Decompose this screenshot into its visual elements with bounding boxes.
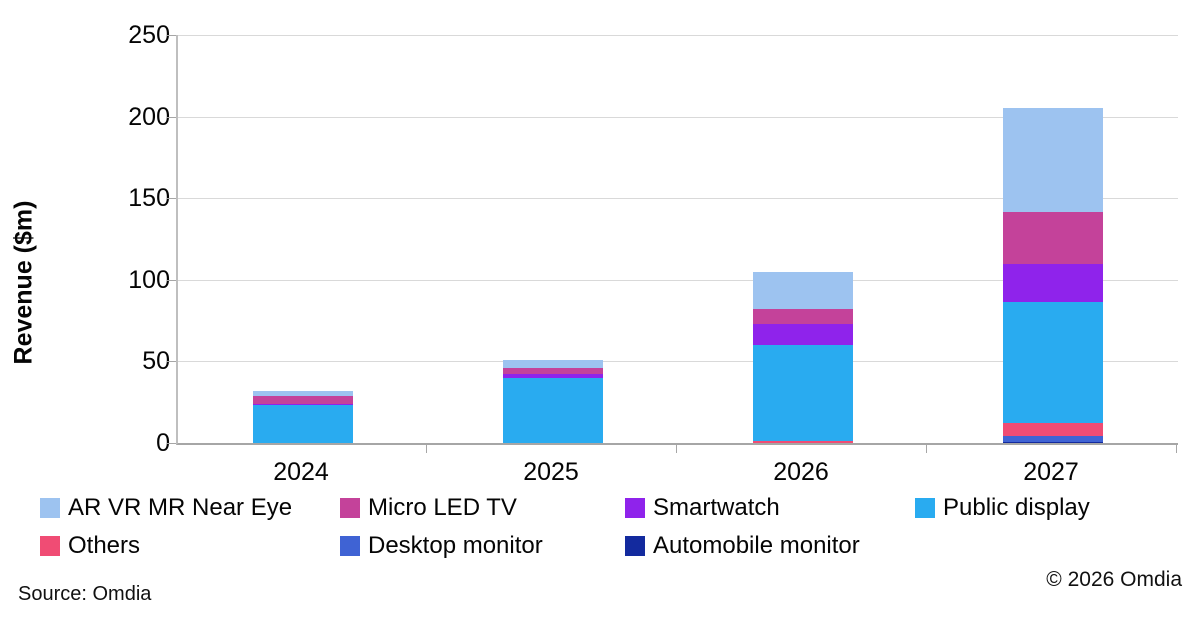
- legend-item-ar-vr-mr-near-eye: AR VR MR Near Eye: [40, 496, 292, 520]
- bar-segment-2025-public-display: [503, 377, 603, 443]
- legend-item-micro-led-tv: Micro LED TV: [340, 496, 517, 520]
- y-tick-label-50: 50: [142, 347, 170, 376]
- y-tick-label-0: 0: [156, 429, 170, 457]
- bar-segment-2027-smartwatch: [1003, 264, 1103, 302]
- y-tick-mark-0: [167, 443, 176, 444]
- y-tick-mark-50: [167, 361, 176, 363]
- bar-segment-2027-others: [1003, 422, 1103, 436]
- bar-segment-2027-desktop-monitor: [1003, 435, 1103, 443]
- x-tick-mark-3: [926, 445, 927, 453]
- legend-swatch-automobile-monitor: [625, 536, 645, 556]
- legend-label-ar-vr-mr-near-eye: AR VR MR Near Eye: [68, 494, 293, 521]
- x-category-label-2024: 2024: [273, 458, 329, 486]
- legend-item-automobile-monitor: Automobile monitor: [625, 534, 860, 558]
- bar-segment-2026-others: [753, 441, 853, 443]
- x-tick-mark-1: [426, 445, 427, 453]
- bar-segment-2025-ar-vr-mr-near-eye: [503, 359, 603, 368]
- legend-label-smartwatch: Smartwatch: [653, 494, 780, 521]
- y-tick-label-250: 250: [128, 21, 170, 49]
- bar-segment-2025-smartwatch: [503, 374, 603, 378]
- y-tick-label-200: 200: [128, 102, 170, 131]
- y-tick-label-150: 150: [128, 184, 170, 213]
- gridline-y-150: [178, 198, 1178, 200]
- legend-swatch-others: [40, 536, 60, 556]
- x-tick-mark-4: [1176, 445, 1177, 453]
- bar-segment-2026-public-display: [753, 345, 853, 442]
- bar-segment-2027-micro-led-tv: [1003, 212, 1103, 265]
- copyright-note: © 2026 Omdia: [1046, 568, 1182, 591]
- bar-segment-2024-smartwatch: [253, 403, 353, 406]
- legend-item-desktop-monitor: Desktop monitor: [340, 534, 543, 558]
- legend-label-public-display: Public display: [943, 494, 1090, 521]
- bar-segment-2027-public-display: [1003, 301, 1103, 423]
- bar-segment-2027-ar-vr-mr-near-eye: [1003, 107, 1103, 213]
- bar-segment-2025-micro-led-tv: [503, 367, 603, 375]
- y-tick-mark-250: [167, 35, 176, 36]
- gridline-y-250: [178, 35, 1178, 36]
- legend-label-desktop-monitor: Desktop monitor: [368, 532, 543, 559]
- bar-segment-2027-automobile-monitor: [1003, 442, 1103, 443]
- legend-swatch-smartwatch: [625, 498, 645, 518]
- y-tick-mark-150: [167, 198, 176, 200]
- bar-segment-2026-micro-led-tv: [753, 309, 853, 324]
- bar-segment-2024-ar-vr-mr-near-eye: [253, 390, 353, 396]
- legend-label-others: Others: [68, 532, 141, 559]
- legend-swatch-micro-led-tv: [340, 498, 360, 518]
- y-axis-title: Revenue ($m): [9, 200, 38, 365]
- bar-segment-2026-smartwatch: [753, 323, 853, 346]
- legend-label-automobile-monitor: Automobile monitor: [653, 532, 860, 559]
- bar-segment-2024-micro-led-tv: [253, 395, 353, 404]
- y-tick-mark-200: [167, 116, 176, 118]
- legend-item-others: Others: [40, 534, 140, 558]
- y-tick-label-100: 100: [128, 265, 170, 294]
- legend-swatch-public-display: [915, 498, 935, 518]
- bar-segment-2024-public-display: [253, 405, 353, 443]
- legend-swatch-desktop-monitor: [340, 536, 360, 556]
- plot-area: [176, 35, 1178, 445]
- bar-segment-2026-ar-vr-mr-near-eye: [753, 271, 853, 310]
- x-category-label-2026: 2026: [773, 458, 829, 486]
- x-category-label-2027: 2027: [1023, 458, 1079, 486]
- gridline-y-200: [178, 116, 1178, 118]
- gridline-y-50: [178, 361, 1178, 363]
- legend-label-micro-led-tv: Micro LED TV: [368, 494, 517, 521]
- legend-item-smartwatch: Smartwatch: [625, 496, 780, 520]
- x-category-label-2025: 2025: [523, 458, 579, 486]
- y-tick-mark-100: [167, 279, 176, 281]
- source-note: Source: Omdia: [18, 583, 152, 605]
- legend-swatch-ar-vr-mr-near-eye: [40, 498, 60, 518]
- legend-item-public-display: Public display: [915, 496, 1090, 520]
- gridline-y-100: [178, 279, 1178, 281]
- x-tick-mark-2: [676, 445, 677, 453]
